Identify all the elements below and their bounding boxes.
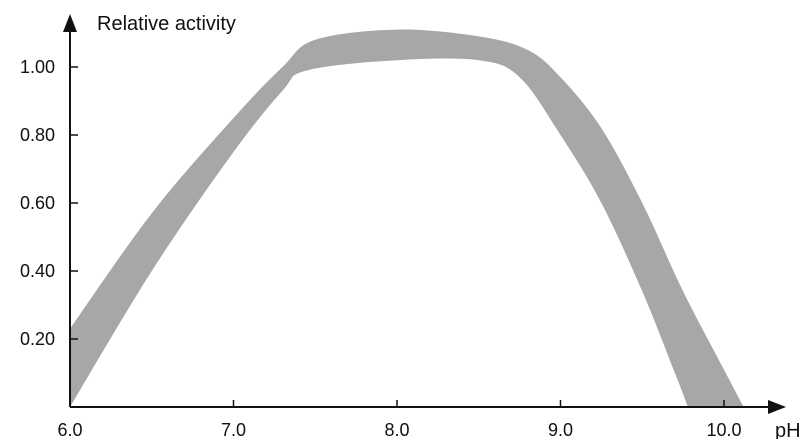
y-tick-label: 1.00 xyxy=(20,57,55,77)
x-axis-title: pH xyxy=(775,420,801,439)
y-axis-arrowhead xyxy=(63,14,77,32)
y-tick-label: 0.60 xyxy=(20,193,55,213)
activity-band xyxy=(70,29,744,408)
x-tick-label: 9.0 xyxy=(548,420,573,439)
axes xyxy=(63,14,786,414)
x-axis-arrowhead xyxy=(768,400,786,414)
y-axis-title: Relative activity xyxy=(97,13,236,35)
x-tick-label: 8.0 xyxy=(384,420,409,439)
ticks: 6.0 7.0 8.0 9.0 10.0 0.20 0.40 0.60 0.80 1.00 xyxy=(20,57,742,439)
x-tick-label: 10.0 xyxy=(706,420,741,439)
y-tick-label: 0.40 xyxy=(20,261,55,281)
y-tick-label: 0.80 xyxy=(20,125,55,145)
y-tick-label: 0.20 xyxy=(20,329,55,349)
x-tick-label: 6.0 xyxy=(57,420,82,439)
x-tick-label: 7.0 xyxy=(221,420,246,439)
activity-band-layer xyxy=(70,29,744,408)
